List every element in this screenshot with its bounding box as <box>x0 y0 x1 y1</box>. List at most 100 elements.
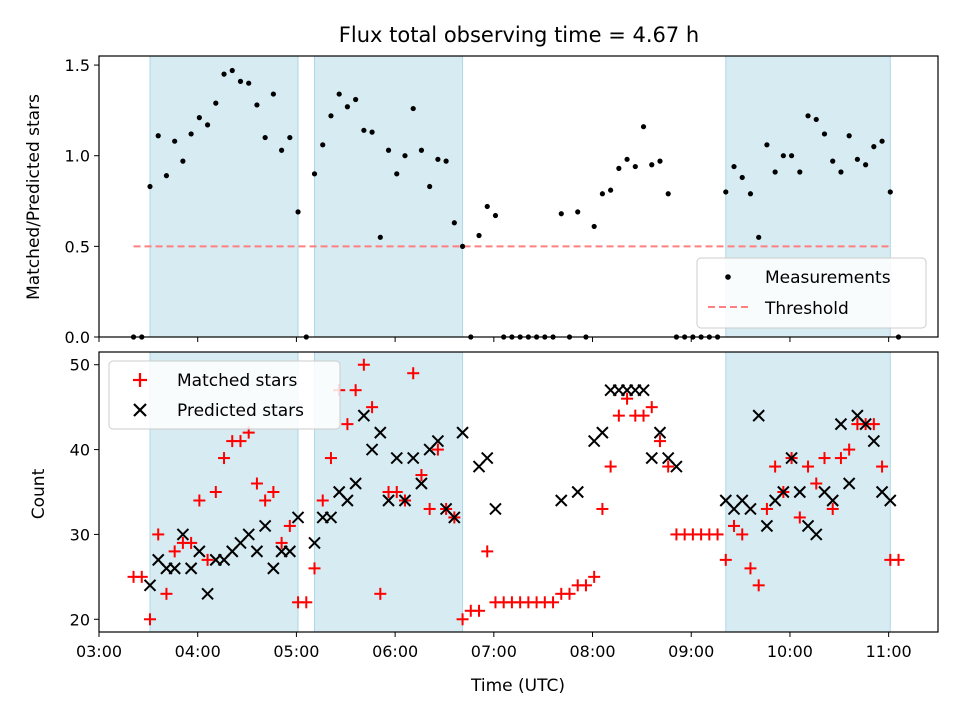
measurement-point <box>320 142 326 148</box>
matched-stars-point <box>579 579 592 592</box>
measurement-point <box>657 158 663 164</box>
measurement-point <box>492 212 499 219</box>
matched-stars-point <box>193 494 206 507</box>
predicted-stars-point <box>349 477 362 490</box>
predicted-stars-point <box>357 409 371 422</box>
matched-stars-point <box>711 528 724 541</box>
measurement-point <box>229 67 235 74</box>
measurement-point <box>632 163 638 170</box>
bottom-x-tick-label: 05:00 <box>273 642 319 661</box>
matched-stars-point <box>604 460 617 473</box>
matched-stars-point <box>316 494 329 507</box>
measurement-point <box>797 169 803 175</box>
measurement-point <box>624 156 630 162</box>
measurement-point <box>772 169 778 175</box>
matched-stars-point <box>259 494 272 507</box>
matched-stars-point <box>160 587 173 600</box>
measurement-point <box>410 105 416 112</box>
matched-stars-point <box>596 502 609 515</box>
measurement-point <box>599 191 606 197</box>
measurement-point <box>484 203 490 210</box>
measurement-point <box>846 133 852 139</box>
matched-stars-point <box>135 570 148 583</box>
predicted-stars-point <box>760 519 774 533</box>
matched-stars-point <box>456 613 469 626</box>
matched-stars-point <box>719 553 732 566</box>
measurement-point <box>608 187 614 193</box>
predicted-stars-point <box>415 477 428 490</box>
legend-threshold-label: Threshold <box>764 299 849 319</box>
predicted-stars-point <box>810 528 823 541</box>
predicted-stars-point <box>308 536 321 550</box>
measurement-point <box>254 102 260 108</box>
measurement-point <box>788 153 795 159</box>
matched-stars-point <box>300 596 313 609</box>
predicted-stars-point <box>184 562 198 575</box>
measurement-point <box>830 158 836 164</box>
top-y-tick-label: 0.5 <box>65 237 90 256</box>
measurement-point <box>649 162 655 168</box>
predicted-stars-point <box>752 409 765 422</box>
legend-predicted-label: Predicted stars <box>177 401 304 421</box>
matched-stars-point <box>547 596 560 609</box>
measurement-point <box>394 171 400 177</box>
matched-stars-point <box>810 477 823 490</box>
measurement-point <box>871 144 877 150</box>
matched-stars-point <box>168 545 181 558</box>
measurement-point <box>731 163 737 170</box>
matched-stars-point <box>473 604 486 617</box>
measurement-point <box>353 96 359 103</box>
predicted-stars-point <box>382 494 395 507</box>
measurement-point <box>747 191 754 197</box>
measurement-point <box>246 80 252 86</box>
predicted-stars-point <box>242 528 255 541</box>
measurement-point <box>459 243 466 249</box>
measurement-point <box>435 156 441 162</box>
bottom-x-axis-label: Time (UTC) <box>470 676 565 696</box>
measurement-point <box>863 162 869 168</box>
matched-stars-point <box>736 528 749 541</box>
measurement-point <box>188 131 194 137</box>
bottom-y-tick-label: 30 <box>70 525 90 544</box>
top-shaded-interval <box>149 55 299 338</box>
matched-stars-point <box>234 435 247 448</box>
matched-stars-point <box>341 418 354 431</box>
measurement-point <box>237 78 244 84</box>
top-shaded-interval <box>314 55 464 338</box>
measurement-point <box>295 209 301 215</box>
predicted-stars-point <box>456 426 469 439</box>
bottom-x-tick-label: 04:00 <box>175 642 221 661</box>
bottom-y-tick-label: 40 <box>70 441 90 460</box>
measurement-point <box>221 71 227 77</box>
predicted-stars-point <box>168 562 181 575</box>
top-y-axis-label: Matched/Predicted stars <box>24 94 44 300</box>
top-legend: Measurements Threshold <box>696 257 927 329</box>
predicted-stars-point <box>431 434 445 448</box>
bottom-shaded-interval <box>725 351 891 633</box>
matched-stars-point <box>744 562 757 575</box>
matched-stars-point <box>349 384 362 397</box>
predicted-stars-point <box>884 494 897 507</box>
top-panel: 0.0 0.5 1.0 1.5 Matched/Predicted stars Mea… <box>24 55 939 347</box>
measurement-point <box>369 129 375 135</box>
measurement-point <box>287 134 293 141</box>
predicted-stars-point <box>374 426 387 439</box>
measurement-point <box>756 234 762 240</box>
predicted-stars-point <box>785 451 798 465</box>
matched-stars-point <box>201 553 214 566</box>
predicted-stars-point <box>193 545 206 558</box>
predicted-stars-point <box>365 443 379 456</box>
legend-matched-label: Matched stars <box>177 371 297 391</box>
measurement-point <box>418 147 425 153</box>
measurement-point <box>204 122 211 128</box>
measurement-point <box>270 91 276 97</box>
matched-stars-point <box>390 486 403 498</box>
predicted-stars-point <box>291 511 305 524</box>
measurement-point <box>180 158 186 164</box>
bottom-y-tick-label: 20 <box>70 610 90 629</box>
measurement-point <box>172 138 178 144</box>
bottom-y-axis-label: Count <box>29 468 49 519</box>
bottom-x-tick-label: 06:00 <box>372 642 418 661</box>
measurement-point <box>344 104 351 110</box>
predicted-stars-point <box>390 451 403 465</box>
